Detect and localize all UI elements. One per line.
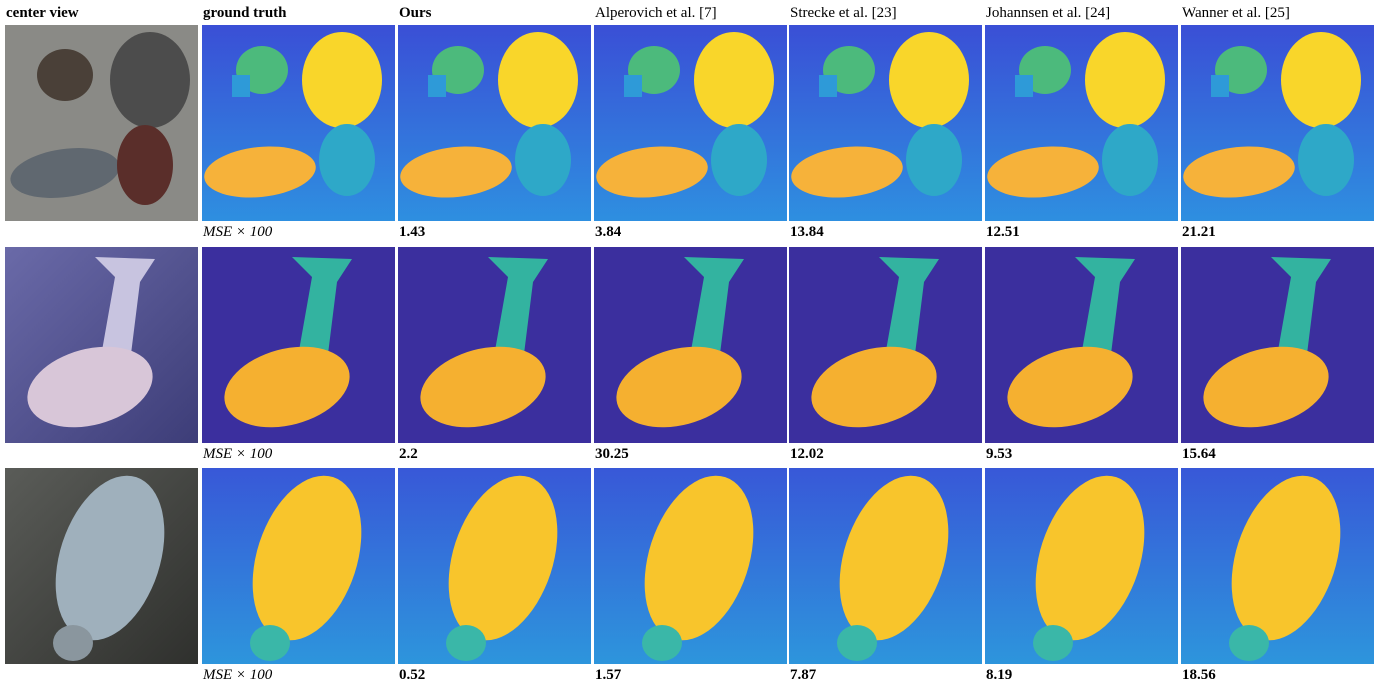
- obj: [498, 32, 578, 128]
- column-header: Johannsen et al. [24]: [986, 5, 1110, 21]
- mse-value: 0.52: [399, 667, 425, 683]
- mse-label: MSE × 100: [202, 224, 273, 240]
- obj: [302, 32, 382, 128]
- mse-value: 30.25: [595, 446, 629, 462]
- base: [53, 625, 93, 661]
- mse-value: 2.2: [399, 446, 418, 462]
- mse-label: MSE × 100: [202, 446, 273, 462]
- image-cell: [789, 25, 982, 221]
- obj: [319, 124, 375, 196]
- obj: [819, 75, 837, 97]
- image-cell: [985, 25, 1178, 221]
- statue: [117, 125, 173, 205]
- image-cell: [985, 462, 1178, 664]
- image-cell: [594, 25, 787, 221]
- obj: [889, 32, 969, 128]
- mse-value: 12.02: [790, 446, 824, 462]
- image-cell: [5, 25, 198, 221]
- balloon: [110, 32, 190, 128]
- image-cell: [1181, 462, 1374, 664]
- column-header: Ours: [399, 5, 432, 21]
- image-cell: [1181, 247, 1374, 443]
- obj: [1298, 124, 1354, 196]
- image-cell: [202, 247, 395, 443]
- mse-value: 12.51: [986, 224, 1020, 240]
- image-cell: [5, 247, 198, 443]
- obj: [428, 75, 446, 97]
- mse-value: 7.87: [790, 667, 817, 683]
- base: [446, 625, 486, 661]
- obj: [694, 32, 774, 128]
- obj: [1015, 75, 1033, 97]
- mse-value: 3.84: [595, 224, 622, 240]
- image-cell: [398, 25, 591, 221]
- image-cell: [202, 462, 395, 664]
- image-cell: [594, 462, 787, 664]
- image-cell: [1181, 25, 1374, 221]
- base: [837, 625, 877, 661]
- base: [1033, 625, 1073, 661]
- obj: [1281, 32, 1361, 128]
- obj: [232, 75, 250, 97]
- mse-value: 15.64: [1182, 446, 1216, 462]
- image-cell: [202, 25, 395, 221]
- column-header: ground truth: [203, 5, 287, 21]
- base: [250, 625, 290, 661]
- obj: [515, 124, 571, 196]
- obj: [1085, 32, 1165, 128]
- image-cell: [5, 462, 198, 664]
- mse-value: 18.56: [1182, 667, 1216, 683]
- image-cell: [398, 247, 591, 443]
- figure: center view ground truth Ours Alperovich et…: [0, 0, 1380, 689]
- mse-value: 13.84: [790, 224, 824, 240]
- column-header: Wanner et al. [25]: [1182, 5, 1290, 21]
- mse-value: 21.21: [1182, 224, 1216, 240]
- mse-value: 9.53: [986, 446, 1012, 462]
- image-cell: [594, 247, 787, 443]
- base: [1229, 625, 1269, 661]
- obj: [1211, 75, 1229, 97]
- obj: [711, 124, 767, 196]
- mse-value: 1.57: [595, 667, 622, 683]
- image-cell: [985, 247, 1178, 443]
- image-cell: [789, 462, 982, 664]
- obj: [906, 124, 962, 196]
- mse-value: 8.19: [986, 667, 1012, 683]
- mse-value: 1.43: [399, 224, 425, 240]
- image-cell: [789, 247, 982, 443]
- obj: [624, 75, 642, 97]
- image-cell: [398, 462, 591, 664]
- vase: [37, 49, 93, 101]
- column-header: Strecke et al. [23]: [790, 5, 897, 21]
- column-header: center view: [6, 5, 79, 21]
- column-header: Alperovich et al. [7]: [595, 5, 717, 21]
- obj: [1102, 124, 1158, 196]
- base: [642, 625, 682, 661]
- mse-label: MSE × 100: [202, 667, 273, 683]
